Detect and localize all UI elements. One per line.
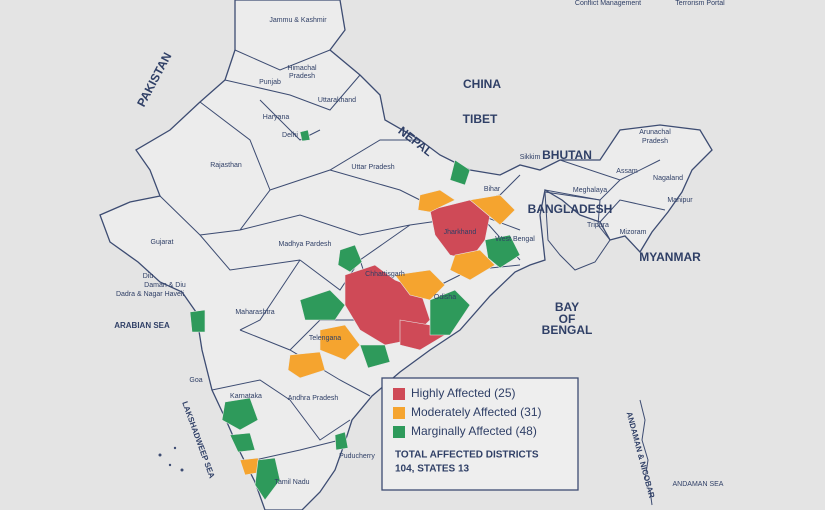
district-patch bbox=[221, 397, 259, 431]
legend-label: Highly Affected (25) bbox=[411, 386, 516, 400]
map-label: Nagaland bbox=[653, 175, 683, 182]
map-label: West Bengal bbox=[495, 236, 535, 243]
map-label: Maharashtra bbox=[235, 309, 274, 316]
affected-districts bbox=[189, 129, 521, 501]
district-patch bbox=[449, 249, 496, 281]
bangladesh-outline bbox=[544, 191, 611, 271]
map-label: Manipur bbox=[667, 197, 693, 204]
map-label: Sikkim bbox=[520, 154, 541, 161]
map-label: Pradesh bbox=[289, 73, 315, 80]
map-label: Odisha bbox=[434, 294, 456, 301]
map-label: Pradesh bbox=[642, 138, 668, 145]
map-label: CHINA bbox=[463, 77, 501, 91]
map-label: Chhattisgarh bbox=[365, 271, 405, 278]
map-label: Telengana bbox=[309, 335, 341, 342]
map-label: TIBET bbox=[463, 112, 498, 126]
map-label: BHUTAN bbox=[542, 148, 592, 162]
map-label: BENGAL bbox=[542, 323, 593, 337]
map-label: BAY bbox=[555, 300, 579, 314]
district-patch bbox=[299, 129, 311, 142]
legend-label: Marginally Affected (48) bbox=[411, 424, 537, 438]
map-label: Arunachal bbox=[639, 129, 671, 136]
legend-total: TOTAL AFFECTED DISTRICTS bbox=[395, 450, 539, 461]
map-label: Puducherry bbox=[339, 453, 375, 460]
map-label: Madhya Pardesh bbox=[279, 241, 332, 248]
island-chain bbox=[639, 399, 653, 506]
map-label: Mizoram bbox=[620, 229, 647, 236]
legend-label: Moderately Affected (31) bbox=[411, 405, 542, 419]
top-link: Conflict Management bbox=[575, 0, 641, 7]
legend-total: 104, STATES 13 bbox=[395, 464, 470, 475]
map-label: Assam bbox=[616, 168, 638, 175]
legend-swatch bbox=[393, 407, 405, 419]
legend-swatch bbox=[393, 426, 405, 438]
map-label: ANDAMAN SEA bbox=[673, 481, 724, 488]
map-label: BANGLADESH bbox=[528, 202, 613, 216]
district-patch bbox=[429, 289, 471, 336]
district-patch bbox=[394, 269, 446, 301]
map-label: Rajasthan bbox=[210, 162, 242, 169]
map-label: Bihar bbox=[484, 186, 501, 193]
district-patch bbox=[299, 289, 346, 321]
district-patch bbox=[449, 159, 471, 186]
district-patch bbox=[359, 344, 391, 369]
map-label: Jammu & Kashmir bbox=[269, 17, 327, 24]
map-label: Gujarat bbox=[151, 239, 174, 246]
map-label: Delhi bbox=[282, 132, 298, 139]
map-label: Tripura bbox=[587, 222, 609, 229]
map-label: Dadra & Nagar Haveli bbox=[116, 291, 185, 298]
district-patch bbox=[189, 309, 206, 333]
map-label: Uttar Pradesh bbox=[351, 164, 394, 171]
map-label: Andhra Pradesh bbox=[288, 395, 339, 402]
district-patch bbox=[254, 457, 281, 501]
map-label: Karnataka bbox=[230, 393, 262, 400]
legend-items: Highly Affected (25) Moderately Affected … bbox=[393, 386, 542, 438]
district-patch bbox=[287, 351, 326, 379]
map-label: Uttarakhand bbox=[318, 97, 356, 104]
india-outline bbox=[99, 0, 713, 510]
legend-swatch bbox=[393, 388, 405, 400]
district-patch bbox=[417, 189, 456, 213]
map-label: ARABIAN SEA bbox=[114, 321, 170, 330]
map-label: Punjab bbox=[259, 79, 281, 86]
legend: Highly Affected (25) Moderately Affected … bbox=[381, 377, 579, 491]
legend-box bbox=[381, 377, 579, 491]
map-label: Tamil Nadu bbox=[274, 479, 309, 486]
map-label: Daman & Diu bbox=[144, 282, 186, 289]
map-label: OF bbox=[559, 312, 576, 326]
map-label: Meghalaya bbox=[573, 187, 607, 194]
top-link: Terrorism Portal bbox=[675, 0, 725, 7]
map-label: Himachal bbox=[287, 65, 317, 72]
district-patch bbox=[319, 324, 361, 361]
map-label: Goa bbox=[189, 377, 202, 384]
map-label: MYANMAR bbox=[639, 250, 701, 264]
district-patch bbox=[337, 244, 363, 273]
map-label: Jharkhand bbox=[444, 229, 477, 236]
islands bbox=[158, 446, 184, 472]
map-label: Diu bbox=[143, 273, 154, 280]
district-patch bbox=[229, 432, 256, 453]
district-patch bbox=[469, 194, 516, 226]
district-patch bbox=[484, 234, 521, 269]
map-label: Haryana bbox=[263, 114, 290, 121]
district-patch bbox=[334, 431, 349, 451]
